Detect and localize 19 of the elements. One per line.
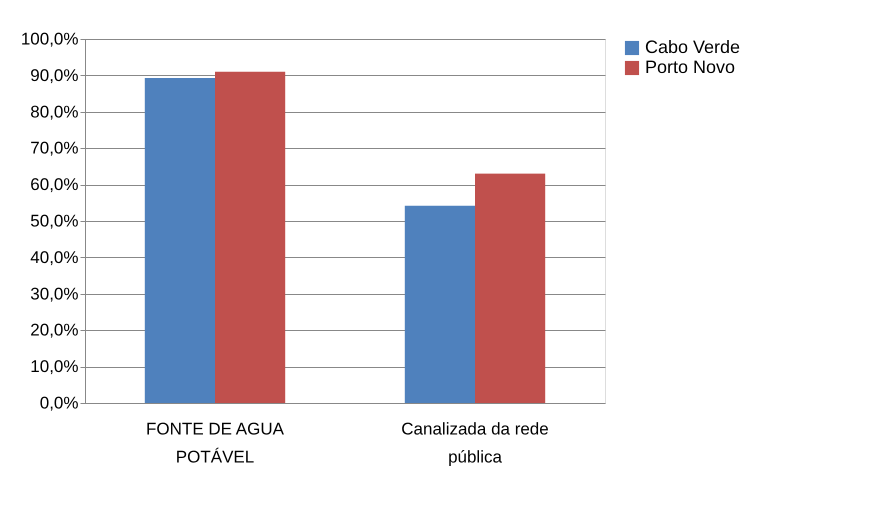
y-tick-label: 40,0% <box>30 248 78 267</box>
y-tick-label: 10,0% <box>30 357 78 376</box>
bar <box>144 78 215 403</box>
y-tick-label: 0,0% <box>40 394 78 412</box>
y-tick-label: 30,0% <box>30 284 78 304</box>
legend-label: Cabo Verde <box>645 37 740 57</box>
legend-label: Porto Novo <box>645 57 736 77</box>
y-tick-label: 70,0% <box>30 138 78 158</box>
bar <box>404 206 475 403</box>
x-tick-label: FONTE DE AGUA POTÁVEL <box>146 420 285 466</box>
y-tick-label: 60,0% <box>30 175 78 194</box>
x-tick-label: Canalizada da rede pública <box>401 420 549 466</box>
y-tick-label: 50,0% <box>30 212 78 230</box>
y-tick-label: 20,0% <box>30 320 78 340</box>
bar <box>215 72 286 403</box>
y-tick-label: 80,0% <box>30 102 78 122</box>
y-tick-label: 90,0% <box>30 66 78 85</box>
y-tick-label: 100,0% <box>20 30 78 48</box>
bar <box>475 174 546 403</box>
